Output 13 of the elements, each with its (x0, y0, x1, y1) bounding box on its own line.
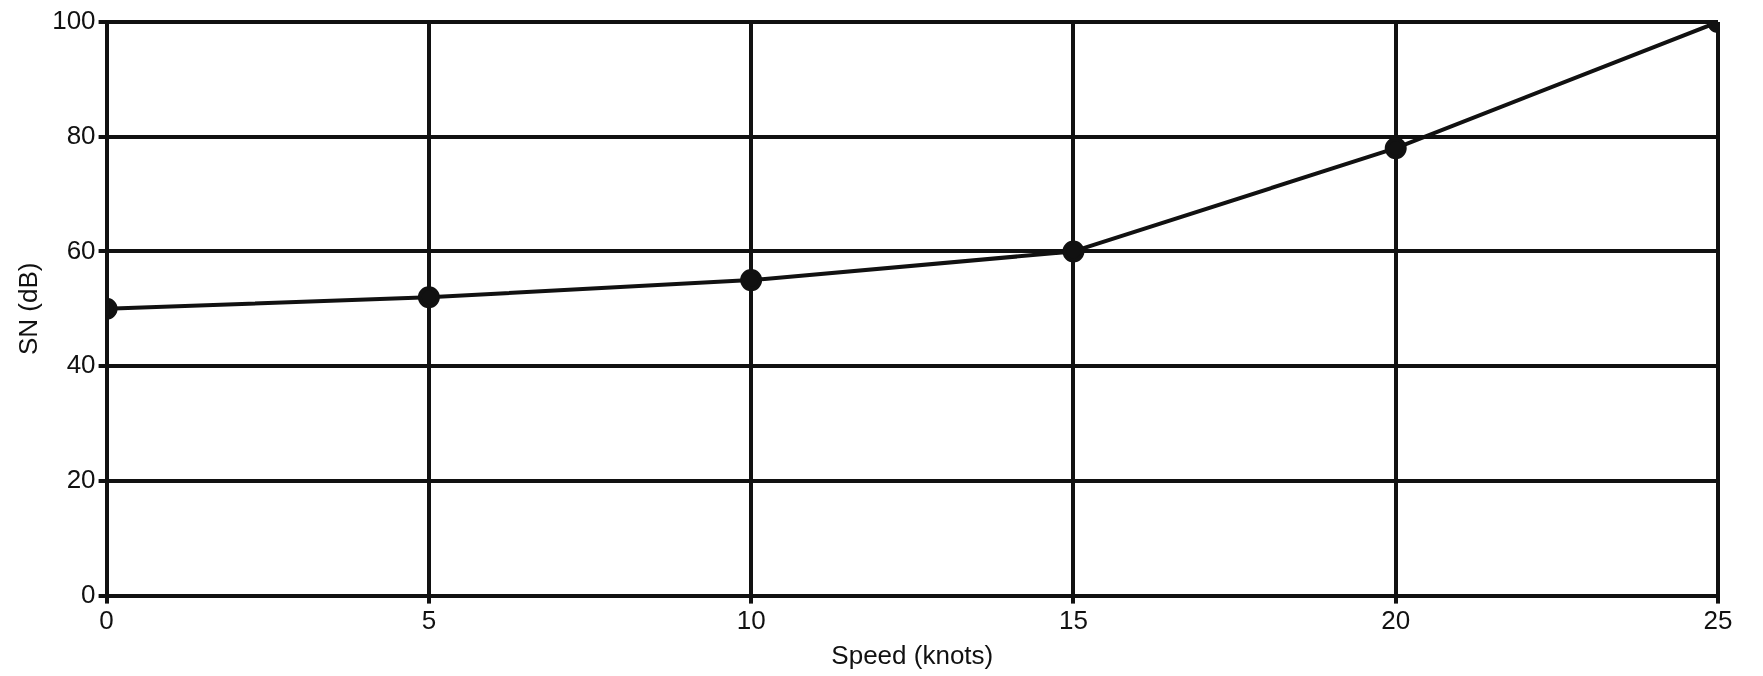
y-tick-label: 80 (66, 119, 96, 150)
y-tick-label: 60 (66, 234, 96, 265)
y-tick-label: 40 (66, 349, 96, 380)
x-tick-label: 20 (1381, 605, 1411, 636)
x-tick-label: 5 (421, 605, 437, 636)
y-tick-label: 0 (81, 578, 96, 609)
x-tick-label: 10 (736, 605, 766, 636)
y-axis-title: SN (dB) (12, 262, 43, 356)
x-tick-label: 25 (1703, 605, 1733, 636)
x-axis-title: Speed (knots) (831, 639, 994, 670)
y-tick-label: 20 (66, 464, 96, 495)
y-tick-label: 100 (52, 5, 96, 36)
x-tick-label: 15 (1058, 605, 1088, 636)
